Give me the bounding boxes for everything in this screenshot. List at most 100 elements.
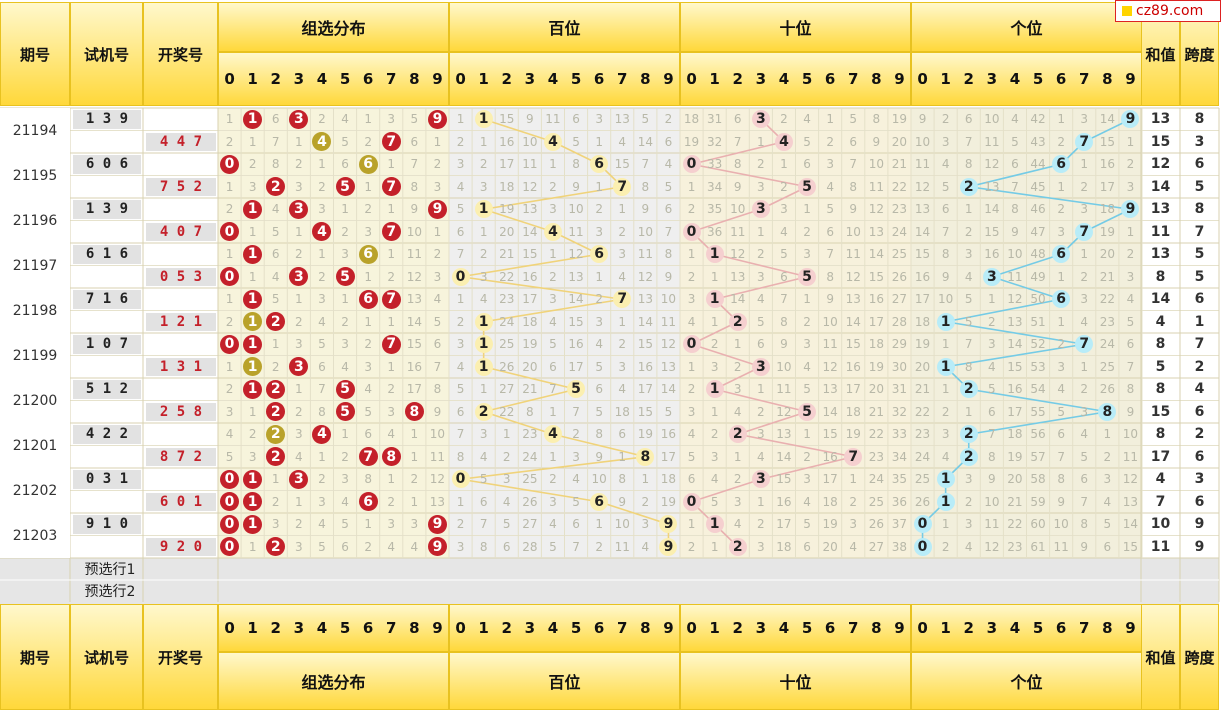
hit-ball-h: 7 [613,177,632,196]
header-digit: 1 [247,70,258,88]
miss-count: 4 [479,449,488,464]
miss-count: 1 [295,382,303,397]
hit-ball-g: 1 [243,109,263,129]
miss-count: 1 [225,112,234,127]
site-logo[interactable]: cz89.com [1115,0,1221,22]
trend-line-s [737,410,808,436]
trend-line-s [691,163,808,188]
miss-count: 3 [1103,472,1112,487]
miss-count: 2 [456,517,465,532]
miss-count: 4 [479,292,488,307]
miss-count: 21 [522,382,538,397]
hit-ball-s: 1 [705,245,724,264]
sum-value: 14 [1150,291,1171,308]
hit-ball-g: 1 [243,289,263,309]
miss-count: 5 [318,539,326,554]
miss-count: 12 [522,179,538,194]
hit-ball-u: 1 [936,357,955,376]
miss-count: 14 [1122,517,1139,532]
header-span: 跨度 [1180,604,1219,710]
trend-line-s [691,140,785,166]
miss-count: 13 [984,179,1000,194]
miss-count: 4 [1080,427,1089,442]
miss-count: 1 [641,472,650,487]
hit-ball-g: 7 [381,222,401,242]
miss-count: 3 [456,539,465,554]
miss-count: 6 [757,337,765,352]
miss-count: 2 [549,179,557,194]
miss-count: 31 [891,382,908,397]
miss-count: 14 [660,382,677,397]
miss-count: 10 [637,224,653,239]
miss-count: 2 [687,539,696,554]
header-sum: 和值 [1141,604,1180,710]
miss-count: 2 [318,112,326,127]
miss-count: 15 [1099,134,1115,149]
hit-ball-h: 0 [451,470,470,489]
miss-count: 28 [522,539,538,554]
miss-count: 2 [595,539,603,554]
miss-count: 2 [479,157,488,172]
miss-count: 3 [502,472,511,487]
hit-ball-h: 4 [543,222,562,241]
miss-count: 8 [1057,472,1065,487]
span-value: 9 [1194,516,1205,533]
trend-line-u [968,185,1131,211]
sum-value: 17 [1150,448,1171,465]
trend-line-s [691,343,762,368]
miss-count: 3 [456,337,465,352]
sum-value: 13 [1150,246,1171,263]
miss-count: 3 [479,269,488,284]
trend-line-u [968,410,1108,436]
miss-count: 3 [1126,179,1135,194]
miss-count: 13 [522,202,538,217]
miss-count: 2 [710,427,719,442]
span-value: 6 [1194,291,1205,308]
period-cell: 21200 [0,378,70,423]
miss-count: 2 [641,494,650,509]
miss-count: 4 [803,112,811,127]
miss-count: 4 [826,179,834,194]
draw-number: 9 2 0 [146,537,216,556]
miss-count: 2 [964,224,973,239]
hit-ball-g: 0 [220,537,240,557]
miss-count: 2 [271,359,280,374]
miss-count: 8 [318,404,326,419]
miss-count: 22 [499,269,515,284]
miss-count: 24 [1099,337,1115,352]
miss-count: 2 [988,314,996,329]
miss-count: 19 [845,427,861,442]
hit-ball-s: 3 [751,110,770,129]
header-digit: 8 [640,70,651,88]
miss-count: 5 [1126,314,1135,329]
miss-count: 17 [776,517,792,532]
sum-value: 15 [1150,133,1171,150]
header-digit: 0 [455,70,466,88]
miss-count: 12 [637,269,653,284]
miss-count: 5 [502,517,511,532]
miss-count: 8 [1080,517,1089,532]
hit-ball-g: 9 [427,514,447,534]
miss-count: 19 [660,494,677,509]
miss-count: 1 [710,539,719,554]
hit-ball-h: 1 [474,312,493,331]
miss-count: 8 [664,247,673,262]
miss-count: 14 [776,449,792,464]
header-digit: 2 [963,619,974,637]
miss-count: 5 [803,517,811,532]
miss-count: 2 [710,337,719,352]
miss-count: 2 [803,224,811,239]
miss-count: 1 [687,179,696,194]
miss-count: 6 [964,112,973,127]
header-trial: 试机号 [70,2,143,106]
hit-ball-g: 3 [289,199,309,219]
logo-square-icon [1122,6,1132,16]
miss-count: 2 [941,404,950,419]
header-digit: 6 [593,70,605,88]
miss-count: 4 [318,517,326,532]
miss-count: 12 [406,269,422,284]
miss-count: 2 [1057,337,1065,352]
hit-ball-g: 3 [289,469,309,489]
miss-count: 4 [433,292,442,307]
miss-count: 53 [1030,359,1046,374]
